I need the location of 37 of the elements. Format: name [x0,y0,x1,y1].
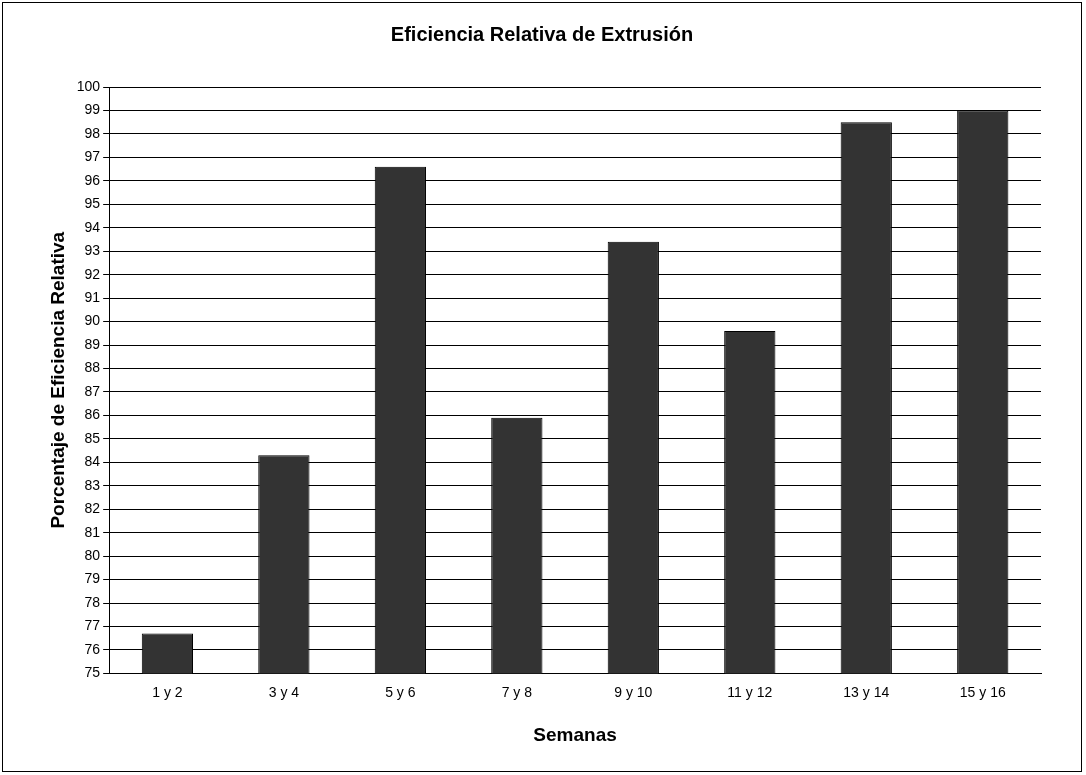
y-tick-label: 76 [84,640,101,657]
y-tick-label: 77 [84,617,101,634]
y-tick-label: 81 [84,523,101,540]
y-tick-label: 92 [84,265,101,282]
y-tick-label: 93 [84,242,101,259]
y-tick-label: 96 [84,171,101,188]
y-tick-label: 90 [84,312,101,329]
y-tick-label: 86 [84,406,101,423]
y-tick-label: 82 [84,500,101,517]
x-tick-label: 15 y 16 [959,683,1006,700]
y-tick-label: 94 [84,218,101,235]
x-tick-label: 1 y 2 [152,683,183,700]
y-tick-label: 89 [84,335,101,352]
y-tick-label: 79 [84,570,101,587]
y-tick-label: 97 [84,148,101,165]
y-tick-label: 88 [84,359,101,376]
y-tick-label: 87 [84,382,101,399]
x-tick-label: 5 y 6 [385,683,416,700]
x-tick-label: 3 y 4 [268,683,300,700]
y-tick-label: 100 [76,77,101,94]
x-tick-label: 7 y 8 [501,683,533,700]
chart-title: Eficiencia Relativa de Extrusión [390,22,694,45]
y-tick-label: 84 [84,453,101,470]
y-tick-label: 83 [84,476,101,493]
x-axis-title: Semanas [533,723,617,745]
y-tick-label: 91 [84,288,101,305]
y-tick-label: 80 [84,546,101,563]
x-tick-label: 9 y 10 [614,683,653,700]
y-tick-label: 75 [84,664,101,681]
y-tick-label: 95 [84,195,101,212]
x-tick-label: 13 y 14 [843,683,890,700]
y-axis-title: Porcentaje de Eficiencia Relativa [46,231,68,529]
y-tick-label: 78 [84,593,101,610]
y-tick-label: 99 [84,101,101,118]
x-tick-label: 11 y 12 [727,683,773,700]
y-tick-label: 98 [84,124,101,141]
y-tick-label: 85 [84,429,101,446]
